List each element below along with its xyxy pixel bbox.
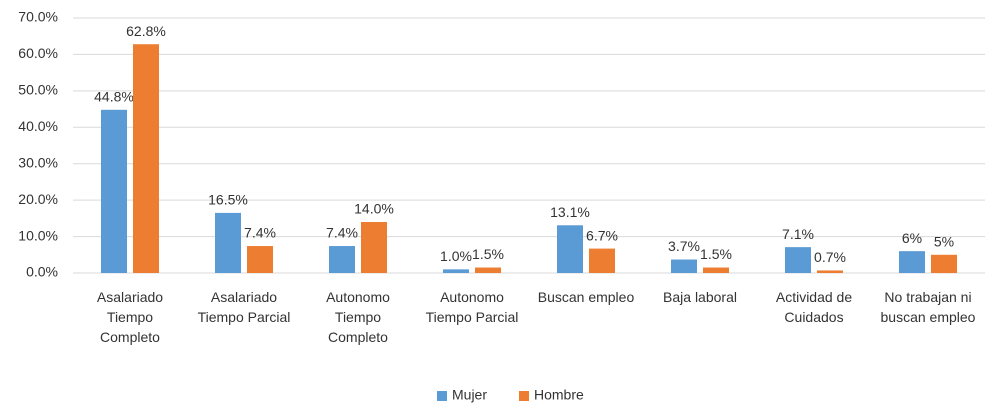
y-tick-label: 60.0% — [18, 45, 58, 61]
bar — [785, 247, 811, 273]
bar — [931, 254, 957, 273]
bar — [247, 246, 273, 273]
bar — [133, 44, 159, 273]
x-tick-label: No trabajan ni buscan empleo — [880, 289, 976, 325]
data-label: 44.8% — [94, 89, 134, 105]
legend-label: Mujer — [452, 387, 487, 403]
x-tick-label: Autonomo Tiempo Completo — [326, 289, 390, 345]
data-label: 0.7% — [814, 249, 846, 265]
y-tick-label: 10.0% — [18, 227, 58, 243]
data-label: 62.8% — [126, 23, 166, 39]
bar — [671, 259, 697, 273]
bar — [589, 248, 615, 273]
x-tick-label: Autonomo Tiempo Parcial — [425, 289, 519, 325]
legend-label: Hombre — [534, 387, 584, 403]
bar — [557, 225, 583, 273]
data-label: 3.7% — [668, 238, 700, 254]
y-tick-label: 40.0% — [18, 118, 58, 134]
legend-swatch — [519, 391, 529, 401]
bar — [475, 267, 501, 273]
x-tick-label: Buscan empleo — [537, 289, 635, 305]
x-tick-label: Asalariado Tiempo Parcial — [197, 289, 291, 325]
data-label: 13.1% — [550, 204, 590, 220]
data-label: 1.0% — [440, 248, 472, 264]
bar — [899, 251, 925, 273]
bar — [443, 269, 469, 273]
data-label: 7.4% — [244, 225, 276, 241]
y-tick-label: 50.0% — [18, 82, 58, 98]
bar — [329, 246, 355, 273]
data-label: 16.5% — [208, 192, 248, 208]
bar — [361, 222, 387, 273]
data-label: 7.4% — [326, 225, 358, 241]
data-label: 5% — [934, 233, 954, 249]
y-tick-label: 0.0% — [26, 264, 58, 280]
bar — [215, 212, 241, 273]
bar — [703, 267, 729, 273]
bar — [101, 109, 127, 273]
data-label: 7.1% — [782, 226, 814, 242]
y-tick-label: 30.0% — [18, 154, 58, 170]
data-label: 14.0% — [354, 201, 394, 217]
x-tick-label: Asalariado Tiempo Completo — [96, 289, 164, 345]
data-label: 6.7% — [586, 227, 618, 243]
x-tick-label: Actividad de Cuidados — [775, 289, 853, 325]
y-tick-label: 70.0% — [18, 9, 58, 25]
data-label: 6% — [902, 230, 922, 246]
legend-swatch — [437, 391, 447, 401]
data-label: 1.5% — [700, 246, 732, 262]
x-tick-label: Baja laboral — [663, 289, 737, 305]
bar — [817, 270, 843, 273]
y-tick-label: 20.0% — [18, 191, 58, 207]
data-label: 1.5% — [472, 246, 504, 262]
